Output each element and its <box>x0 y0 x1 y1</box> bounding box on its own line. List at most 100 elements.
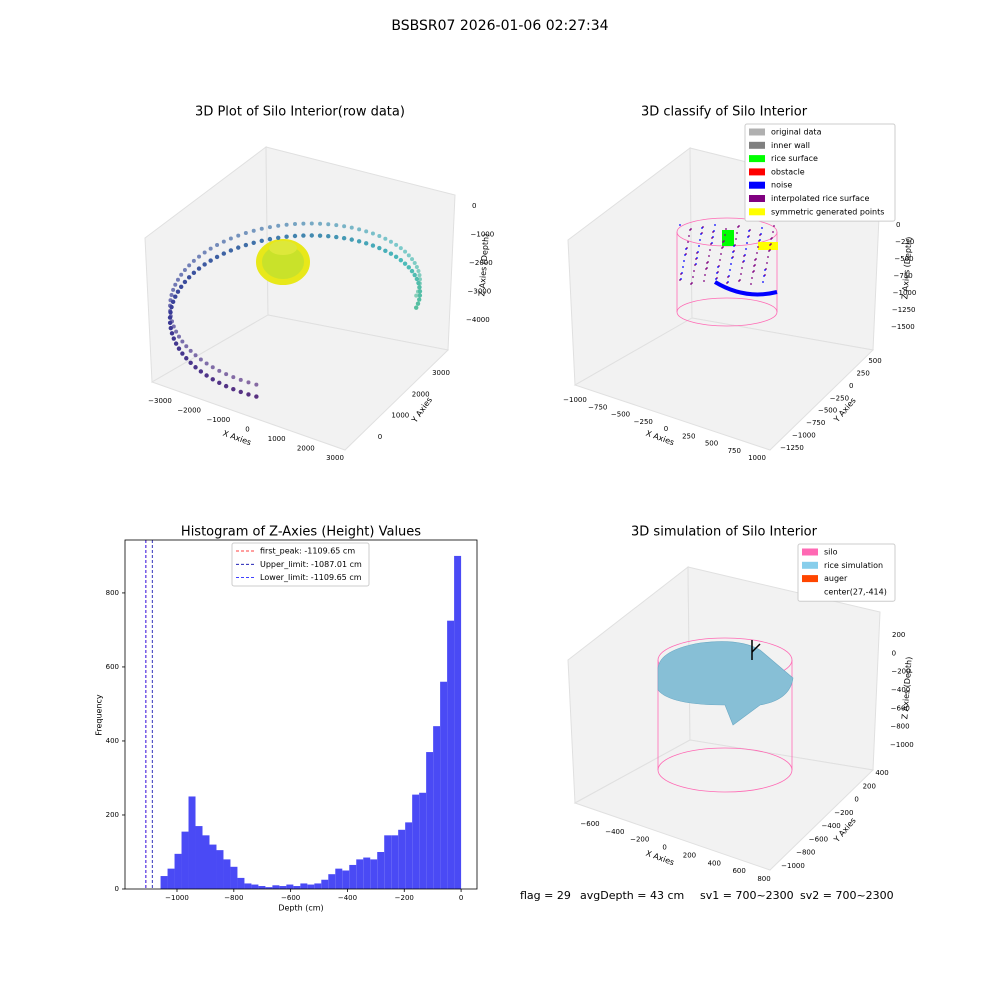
decor-dot <box>184 344 189 349</box>
y-axis-label: Frequency <box>95 694 104 736</box>
x-tick-label: 0 <box>245 426 249 434</box>
decor-dot <box>186 275 192 280</box>
decor-dot <box>740 273 742 275</box>
decor-dot <box>231 375 236 380</box>
bar <box>321 879 329 889</box>
y-tick-label: −500 <box>818 407 837 415</box>
decor-dot <box>398 257 404 263</box>
decor-dot <box>753 265 755 267</box>
decor-dot <box>763 275 765 277</box>
y-tick-label: 3000 <box>432 369 450 377</box>
bar <box>202 835 210 889</box>
decor-dot <box>715 278 717 280</box>
legend-label: silo <box>824 548 838 557</box>
bar <box>342 870 350 889</box>
decor-dot <box>301 233 306 238</box>
decor-dot <box>221 239 226 244</box>
decor-dot <box>725 228 727 230</box>
decor-dot <box>259 226 264 231</box>
decor-dot <box>772 231 774 233</box>
decor-dot <box>692 276 694 278</box>
z-tick-label: −4000 <box>466 316 490 324</box>
decor-dot <box>701 227 703 229</box>
decor-dot <box>191 270 197 276</box>
decor-dot <box>708 255 710 257</box>
bar <box>160 876 168 889</box>
decor-dot <box>729 269 731 271</box>
decor-dot <box>173 341 179 346</box>
bar <box>398 829 406 889</box>
x-tick-label: 3000 <box>326 454 344 462</box>
decor-dot <box>267 236 273 242</box>
decor-dot <box>704 274 706 276</box>
decor-dot <box>198 369 204 374</box>
decor-dot <box>202 250 207 255</box>
x-tick-label: −200 <box>395 894 414 902</box>
bar <box>272 885 280 889</box>
bar <box>181 831 189 889</box>
decor-dot <box>334 223 339 228</box>
decor-dot <box>193 365 198 370</box>
decor-dot <box>693 270 695 272</box>
decor-dot <box>204 373 209 378</box>
decor-dot <box>679 224 681 226</box>
y-tick-label: 1000 <box>391 412 409 420</box>
decor-dot <box>309 221 314 226</box>
bar <box>209 844 217 889</box>
decor-dot <box>768 250 770 252</box>
x-tick-label: −3000 <box>148 397 172 405</box>
decor-dot <box>705 268 707 270</box>
status-text: sv1 = 700~2300 <box>700 889 794 902</box>
decor-dot <box>364 229 369 234</box>
decor-dot <box>409 268 415 274</box>
decor-dot <box>173 294 178 299</box>
x-tick-label: −600 <box>580 820 599 828</box>
decor-dot <box>167 315 173 320</box>
decor-dot <box>174 329 179 334</box>
decor-dot <box>284 222 289 227</box>
y-tick-label: −1000 <box>792 432 816 440</box>
decor-dot <box>757 246 759 248</box>
decor-dot <box>342 224 347 229</box>
legend-label: inner wall <box>771 141 810 150</box>
decor-dot <box>238 389 243 395</box>
decor-dot <box>698 245 700 247</box>
decor-dot <box>732 251 734 253</box>
decor-dot <box>680 273 682 275</box>
z-tick-label: −400 <box>891 686 910 694</box>
decor-dot <box>727 276 729 278</box>
decor-dot <box>406 253 411 258</box>
status-text: avgDepth = 43 cm <box>580 889 684 902</box>
z-tick-label: −1250 <box>892 306 916 314</box>
decor-dot <box>746 242 748 244</box>
decor-dot <box>417 277 422 282</box>
bar <box>188 796 196 889</box>
bar <box>454 555 462 889</box>
decor-dot <box>175 289 181 294</box>
x-tick-label: 0 <box>664 425 668 433</box>
decor-dot <box>168 310 173 315</box>
decor-dot <box>747 236 749 238</box>
decor-dot <box>171 336 176 341</box>
decor-dot <box>236 245 241 250</box>
bar <box>335 868 343 889</box>
point-cloud-decor <box>256 239 310 285</box>
decor-dot <box>259 238 264 244</box>
decor-dot <box>357 227 362 232</box>
decor-dot <box>175 277 180 282</box>
decor-dot <box>243 231 248 236</box>
decor-dot <box>377 245 382 251</box>
figure-title: BSBSR07 2026-01-06 02:27:34 <box>391 18 608 34</box>
x-tick-label: 1000 <box>268 435 286 443</box>
decor-dot <box>326 234 331 239</box>
decor-dot <box>309 233 314 238</box>
decor-dot <box>756 252 758 254</box>
decor-dot <box>733 245 735 247</box>
legend-label: Lower_limit: -1109.65 cm <box>260 573 362 582</box>
bar <box>237 877 245 889</box>
decor-dot <box>689 229 691 231</box>
decor-dot <box>254 394 259 399</box>
legend-swatch <box>749 208 765 216</box>
decor-dot <box>167 320 173 326</box>
z-tick-label: −1000 <box>893 289 917 297</box>
